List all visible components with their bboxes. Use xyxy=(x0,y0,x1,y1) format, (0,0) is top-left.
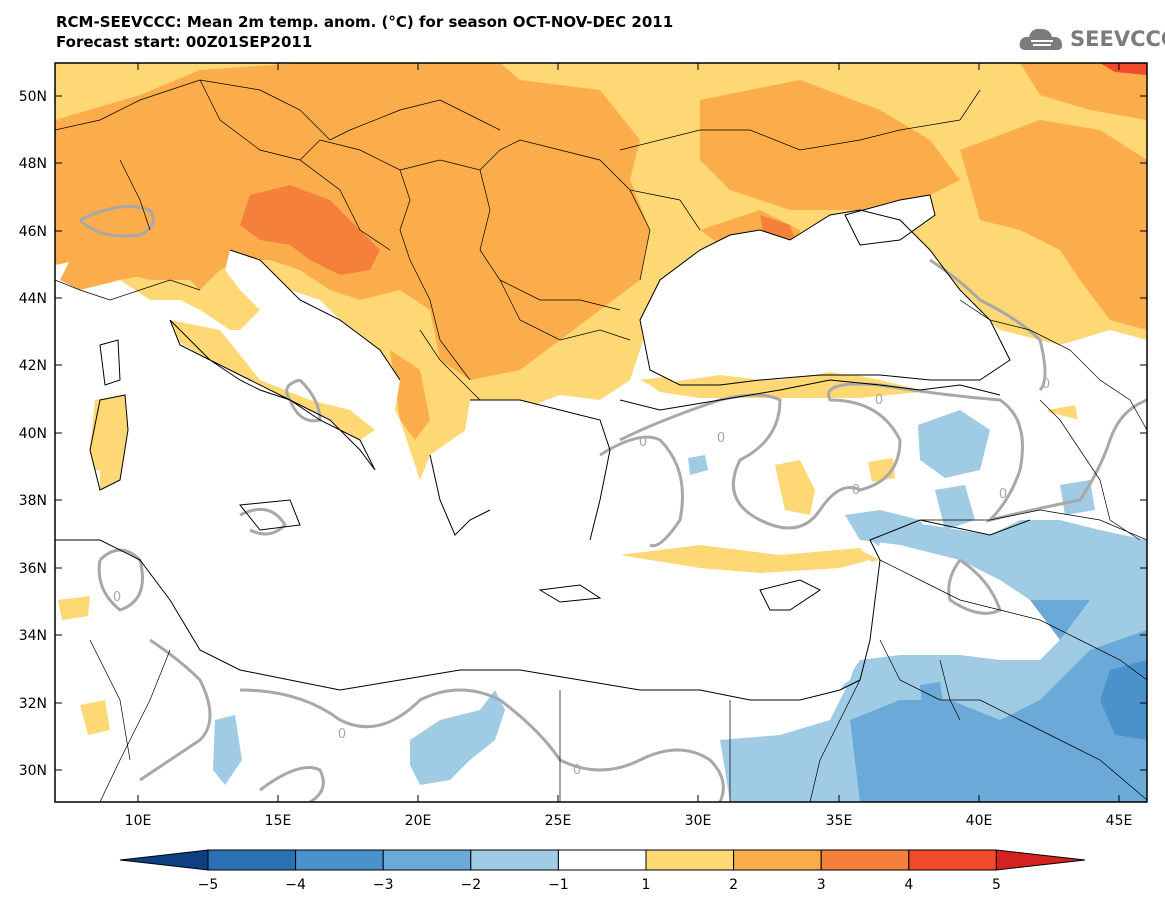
anomaly-neg-se-top xyxy=(845,510,930,545)
lat-tick-label: 30N xyxy=(19,763,47,779)
anomaly-pos-black-sea-s xyxy=(650,372,920,398)
colorbar-label: −5 xyxy=(198,877,219,893)
anomaly-field xyxy=(55,63,1147,802)
lon-tick-label: 30E xyxy=(685,813,712,829)
anomaly-pos-cappadocia xyxy=(775,460,815,515)
colorbar: −5 −4 −3 −2 −1 1 2 3 4 5 xyxy=(119,849,1086,893)
colorbar-bin xyxy=(470,849,559,871)
longitude-axis: 10E 15E 20E 25E 30E 35E 40E 45E xyxy=(125,63,1133,829)
colorbar-label: 1 xyxy=(642,877,651,893)
colorbar-bin xyxy=(557,849,647,871)
contour-label: 0 xyxy=(573,763,581,778)
contour-label: 0 xyxy=(875,393,883,408)
zero-contours xyxy=(78,205,1147,802)
colorbar-label: −3 xyxy=(373,877,394,893)
lon-tick-label: 15E xyxy=(265,813,292,829)
colorbar-label: 4 xyxy=(904,877,913,893)
mediterranean-sea xyxy=(55,340,880,720)
lon-tick-label: 45E xyxy=(1106,813,1133,829)
map-title: RCM-SEEVCCC: Mean 2m temp. anom. (°C) fo… xyxy=(56,12,673,52)
lat-tick-label: 34N xyxy=(19,628,47,644)
tyrrhenian-sea xyxy=(130,370,260,490)
anomaly-neg-libya-west xyxy=(213,715,242,785)
colorbar-bin xyxy=(295,849,384,871)
colorbar-label: −2 xyxy=(460,877,481,893)
lat-tick-label: 44N xyxy=(19,291,47,307)
colorbar-arrow-low xyxy=(119,849,209,871)
anomaly-neg-egypt-2 xyxy=(850,630,1147,802)
aegean-sea xyxy=(460,400,610,560)
anomaly-neg-libya xyxy=(410,690,505,785)
anomaly-2-3-ne xyxy=(1020,63,1147,120)
anomaly-1-2-sardinia xyxy=(90,395,128,490)
contour-labels: 0 0 0 0 0 0 0 0 0 xyxy=(113,377,1050,778)
anomaly-2-3-russia xyxy=(960,120,1147,330)
lon-tick-label: 25E xyxy=(545,813,572,829)
colorbar-bin xyxy=(820,849,910,871)
lat-tick-label: 50N xyxy=(19,89,47,105)
lon-tick-label: 20E xyxy=(405,813,432,829)
contour-label: 0 xyxy=(113,590,121,605)
contour-label: 0 xyxy=(717,431,725,446)
anomaly-neg-small xyxy=(688,455,708,475)
coastlines xyxy=(55,194,1031,701)
lat-tick-label: 42N xyxy=(19,358,47,374)
title-line-1: RCM-SEEVCCC: Mean 2m temp. anom. (°C) fo… xyxy=(56,13,674,31)
colorbar-bin xyxy=(645,849,735,871)
anomaly-3-4-croatia xyxy=(240,185,380,275)
lat-tick-label: 38N xyxy=(19,493,47,509)
seevccc-logo: SEEVCCC xyxy=(1018,24,1165,56)
anomaly-1-2-italy xyxy=(170,320,375,440)
lat-tick-label: 46N xyxy=(19,224,47,240)
adriatic-sea xyxy=(225,250,400,420)
azov-sea xyxy=(845,195,935,245)
colorbar-label: 2 xyxy=(729,877,738,893)
colorbar-bin xyxy=(733,849,822,871)
lat-tick-label: 40N xyxy=(19,426,47,442)
contour-label: 0 xyxy=(639,435,647,450)
cloud-icon xyxy=(1019,28,1063,51)
colorbar-bin xyxy=(207,849,297,871)
colorbar-label: 3 xyxy=(817,877,826,893)
contour-label: 0 xyxy=(1042,377,1050,392)
borders xyxy=(55,79,1147,802)
colorbar-arrow-high xyxy=(995,849,1086,871)
lat-tick-label: 32N xyxy=(19,696,47,712)
colorbar-label: −1 xyxy=(548,877,569,893)
lon-tick-label: 35E xyxy=(826,813,853,829)
lat-tick-label: 36N xyxy=(19,561,47,577)
lon-tick-label: 40E xyxy=(966,813,993,829)
black-sea xyxy=(640,210,1010,385)
anomaly-pos-coast-s xyxy=(620,545,870,573)
anomaly-2-3-central xyxy=(55,63,650,380)
contour-label: 0 xyxy=(999,487,1007,502)
title-line-2: Forecast start: 00Z01SEP2011 xyxy=(56,33,313,51)
anomaly-3-4-ne xyxy=(1100,63,1147,75)
colorbar-bin xyxy=(908,849,997,871)
contour-label: 0 xyxy=(852,483,860,498)
logo-text: SEEVCCC xyxy=(1070,27,1165,51)
anomaly-pos-tunisia xyxy=(58,596,90,620)
anomaly-neg-turkey-e xyxy=(918,410,990,478)
anomaly-pos-libya xyxy=(80,700,110,735)
anomaly-2-3-balkan-coast xyxy=(390,350,430,440)
colorbar-label: −4 xyxy=(285,877,306,893)
contour-label: 0 xyxy=(338,727,346,742)
anomaly-neg-egypt-3 xyxy=(1100,660,1147,740)
lon-tick-label: 10E xyxy=(125,813,152,829)
colorbar-label: 5 xyxy=(992,877,1001,893)
colorbar-bin xyxy=(382,849,472,871)
anomaly-neg-turkey-se xyxy=(935,485,975,530)
north-africa-white xyxy=(55,540,870,802)
lat-tick-label: 48N xyxy=(19,156,47,172)
anomaly-neg-small-jordan xyxy=(920,682,943,705)
latitude-axis: 50N 48N 46N 44N 42N 40N 38N 36N 34N 32N 30N xyxy=(19,89,1147,779)
anomaly-2-3-italy-north xyxy=(60,210,240,290)
